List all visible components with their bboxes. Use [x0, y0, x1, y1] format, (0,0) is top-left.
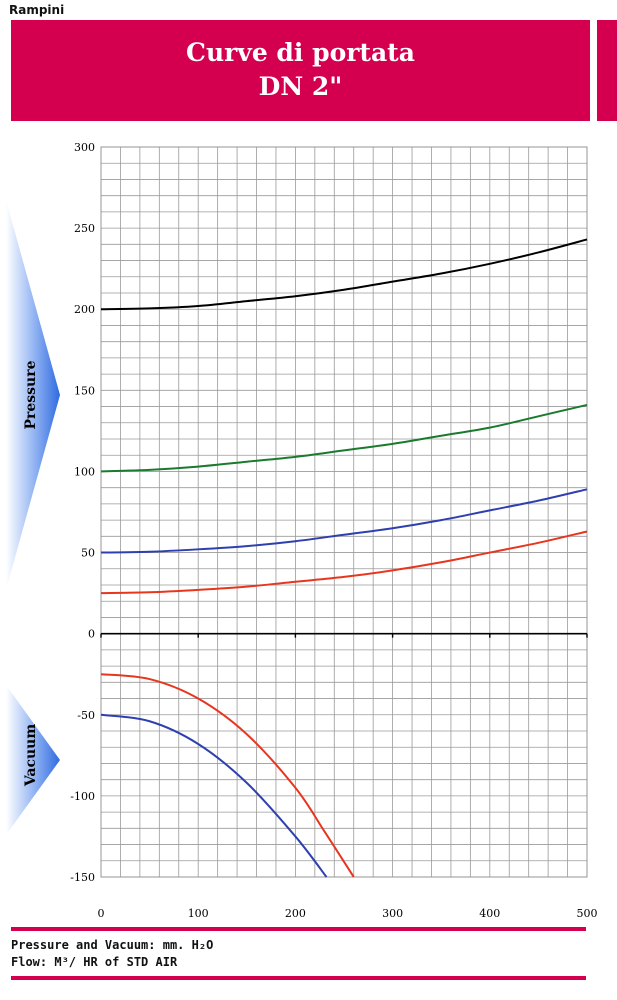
y-tick-label: -150	[70, 871, 95, 884]
vacuum-arrow-icon	[6, 685, 60, 835]
x-tick-label: 400	[479, 907, 500, 920]
x-tick-label: 300	[382, 907, 403, 920]
plot-area	[100, 146, 588, 878]
x-tick-label: 500	[577, 907, 598, 920]
y-tick-labels: 300 250 200 150 100 50 0 -50 -100 -150	[70, 141, 95, 884]
footer-bottom-rule	[11, 976, 586, 980]
footer-units-pressure: Pressure and Vacuum: mm. H₂O	[11, 938, 214, 952]
y-tick-label: 0	[88, 628, 95, 641]
series-line-3	[100, 488, 588, 554]
pressure-arrow-icon	[6, 200, 60, 590]
y-tick-label: -50	[77, 709, 95, 722]
y-tick-label: 50	[81, 547, 95, 560]
series-line-2	[100, 403, 588, 473]
flow-curve-chart: Pressure Vacuum 300250200150100500-50-10…	[6, 141, 598, 920]
banner-stripe	[597, 20, 617, 121]
y-tick-label: 250	[74, 222, 95, 235]
footer-top-rule	[11, 927, 586, 931]
y-tick-label: 100	[74, 465, 95, 478]
series-line-1	[100, 238, 588, 311]
footer-units-flow: Flow: M³/ HR of STD AIR	[11, 955, 178, 969]
y-tick-label: 150	[74, 384, 95, 397]
vacuum-label: Vacuum	[23, 724, 39, 788]
x-tick-labels: 0 100 200 300 400 500	[98, 907, 598, 920]
series-line-4	[100, 530, 588, 595]
y-tick-label: 300	[74, 141, 95, 154]
series-lines	[100, 238, 588, 878]
x-tick-label: 0	[98, 907, 105, 920]
x-tick-label: 100	[188, 907, 209, 920]
x-tick-label: 200	[285, 907, 306, 920]
brand-name: Rampini	[9, 3, 65, 17]
series-line-6	[100, 713, 328, 878]
y-tick-label: -100	[70, 790, 95, 803]
chart-grid	[100, 146, 588, 878]
chart-title-line2: DN 2"	[258, 72, 343, 101]
y-tick-label: 200	[74, 303, 95, 316]
pressure-label: Pressure	[23, 360, 39, 429]
chart-title-line1: Curve di portata	[186, 38, 415, 67]
title-banner: Curve di portata DN 2"	[11, 20, 590, 121]
series-line-5	[100, 673, 355, 878]
